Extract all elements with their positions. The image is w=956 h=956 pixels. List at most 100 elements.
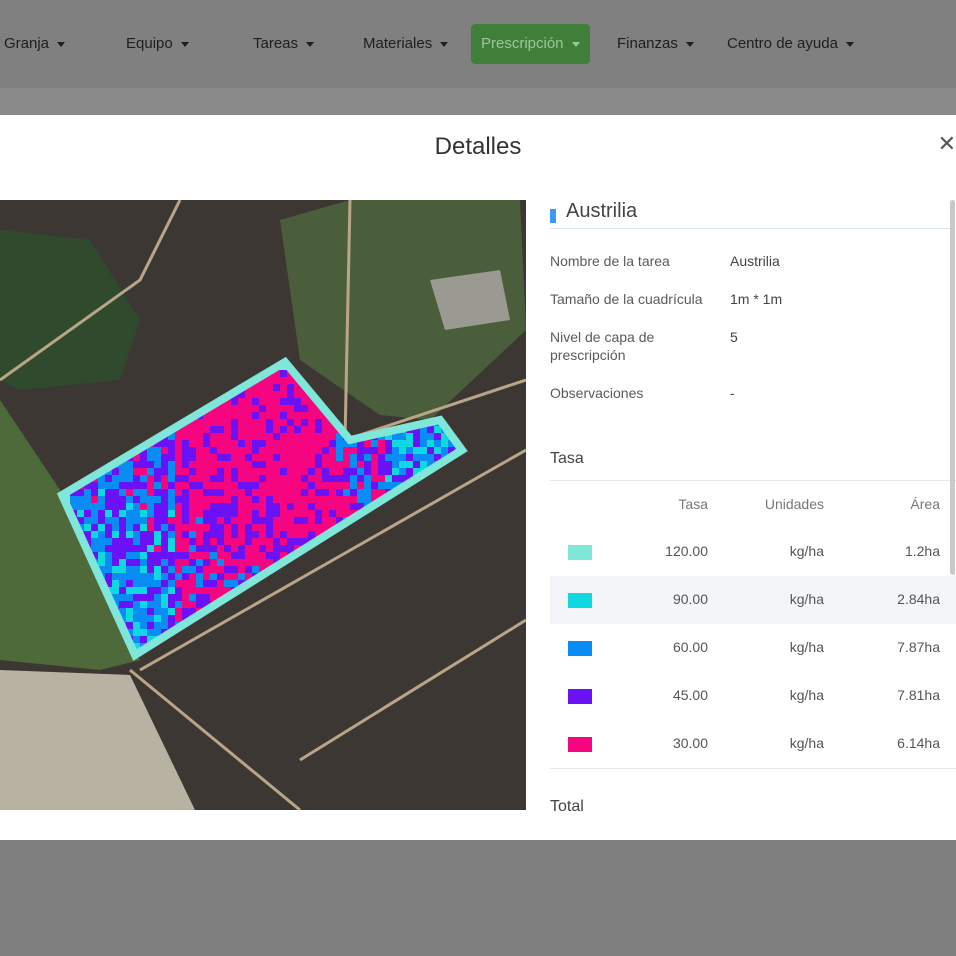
- field-cell: [301, 447, 309, 455]
- field-cell: [308, 510, 316, 518]
- field-cell: [189, 426, 197, 434]
- field-cell: [336, 489, 344, 497]
- field-cell: [231, 517, 239, 525]
- field-cell: [196, 482, 204, 490]
- field-cell: [350, 482, 358, 490]
- field-cell: [266, 475, 274, 483]
- field-cell: [182, 594, 190, 602]
- field-cell: [231, 545, 239, 553]
- field-cell: [133, 545, 141, 553]
- field-cell: [434, 426, 442, 434]
- field-cell: [168, 517, 176, 525]
- field-cell: [175, 524, 183, 532]
- column-header: Área: [910, 496, 940, 512]
- field-cell: [329, 440, 337, 448]
- field-cell: [231, 531, 239, 539]
- field-cell: [315, 496, 323, 504]
- nav-item[interactable]: Prescripción: [471, 24, 590, 64]
- field-cell: [119, 496, 127, 504]
- field-cell: [273, 545, 281, 553]
- field-cell: [245, 510, 253, 518]
- field-cell: [154, 587, 162, 595]
- field-cell: [147, 475, 155, 483]
- field-cell: [196, 454, 204, 462]
- nav-item[interactable]: Tareas: [243, 24, 324, 64]
- field-cell: [252, 433, 260, 441]
- field-cell: [168, 545, 176, 553]
- field-cell: [294, 475, 302, 483]
- field-cell: [252, 391, 260, 399]
- field-cell: [357, 461, 365, 469]
- field-cell: [364, 454, 372, 462]
- field-cell: [161, 573, 169, 581]
- field-cell: [98, 552, 106, 560]
- field-cell: [196, 440, 204, 448]
- field-cell: [294, 433, 302, 441]
- field-cell: [119, 601, 127, 609]
- field-cell: [210, 524, 218, 532]
- field-cell: [217, 580, 225, 588]
- field-cell: [189, 580, 197, 588]
- field-cell: [224, 475, 232, 483]
- field-cell: [203, 489, 211, 497]
- field-cell: [140, 482, 148, 490]
- field-cell: [259, 433, 267, 441]
- road: [139, 448, 526, 672]
- field-cell: [140, 594, 148, 602]
- nav-item[interactable]: Centro de ayuda: [717, 24, 864, 64]
- field-cell: [224, 524, 232, 532]
- field-cell: [266, 426, 274, 434]
- field-cell: [280, 538, 288, 546]
- nav-item[interactable]: Finanzas: [607, 24, 704, 64]
- field-cell: [133, 496, 141, 504]
- scrollbar[interactable]: [950, 200, 955, 575]
- field-cell: [119, 580, 127, 588]
- field-cell: [182, 489, 190, 497]
- field-cell: [105, 573, 113, 581]
- close-button[interactable]: ✕: [937, 131, 956, 156]
- field-cell: [350, 461, 358, 469]
- field-cell: [196, 601, 204, 609]
- field-cell: [350, 489, 358, 497]
- field-cell: [266, 412, 274, 420]
- field-cell: [399, 475, 407, 483]
- field-cell: [280, 433, 288, 441]
- field-cell: [392, 475, 400, 483]
- field-cell: [105, 566, 113, 574]
- detail-panel: Austrilia Tasa Total Nombre de la tarea A…: [550, 200, 956, 840]
- field-cell: [140, 503, 148, 511]
- field-cell: [322, 461, 330, 469]
- field-cell: [280, 524, 288, 532]
- field-cell: [378, 440, 386, 448]
- field-cell: [280, 489, 288, 497]
- field-cell: [154, 573, 162, 581]
- field-cell: [280, 510, 288, 518]
- nav-item[interactable]: Equipo: [116, 24, 199, 64]
- field-cell: [280, 475, 288, 483]
- field-cell: [182, 559, 190, 567]
- field-cell: [266, 517, 274, 525]
- field-cell: [231, 538, 239, 546]
- nav-item[interactable]: Granja: [0, 24, 75, 64]
- field-cell: [371, 461, 379, 469]
- field-cell: [434, 447, 442, 455]
- field-cell: [189, 475, 197, 483]
- field-cell: [210, 545, 218, 553]
- field-cell: [287, 426, 295, 434]
- field-cell: [273, 419, 281, 427]
- field-cell: [182, 517, 190, 525]
- field-cell: [252, 503, 260, 511]
- field-cell: [427, 461, 435, 469]
- field-cell: [182, 538, 190, 546]
- field-cell: [210, 419, 218, 427]
- field-cell: [154, 601, 162, 609]
- field-cell: [210, 559, 218, 567]
- nav-item[interactable]: Materiales: [353, 24, 458, 64]
- field-cell: [112, 580, 120, 588]
- field-cell: [427, 454, 435, 462]
- field-cell: [175, 461, 183, 469]
- field-cell: [154, 496, 162, 504]
- map: [0, 200, 526, 810]
- field-cell: [280, 468, 288, 476]
- field-cell: [245, 566, 253, 574]
